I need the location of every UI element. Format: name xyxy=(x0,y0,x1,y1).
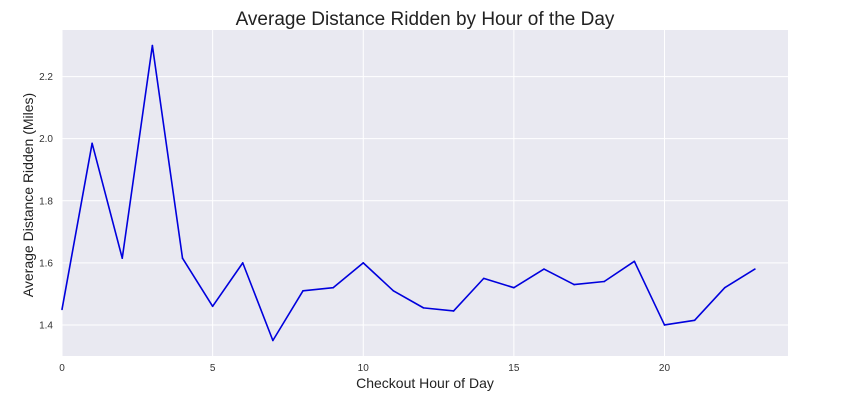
plot-area xyxy=(62,30,788,356)
series-layer xyxy=(61,44,756,342)
data-point xyxy=(151,44,154,47)
data-point xyxy=(91,142,93,145)
data-point xyxy=(452,310,455,312)
y-tick-label: 2.0 xyxy=(39,134,53,145)
data-point xyxy=(121,257,124,260)
y-tick-label: 2.2 xyxy=(39,72,53,83)
x-tick-label: 0 xyxy=(59,363,65,374)
data-point xyxy=(272,339,274,342)
data-point xyxy=(482,277,485,280)
data-point xyxy=(633,260,636,263)
chart-title: Average Distance Ridden by Hour of the D… xyxy=(236,9,615,30)
data-point xyxy=(241,262,244,264)
series-line xyxy=(61,44,756,342)
y-tick-label: 1.4 xyxy=(39,320,53,331)
x-tick-label: 10 xyxy=(358,363,370,374)
y-tick-label: 1.8 xyxy=(39,196,53,207)
data-point xyxy=(663,324,666,326)
x-axis-label: Checkout Hour of Day xyxy=(356,375,494,391)
data-point xyxy=(543,268,545,270)
y-axis-label: Average Distance Ridden (Miles) xyxy=(20,93,36,297)
data-point xyxy=(392,290,395,292)
y-tick-label: 1.6 xyxy=(39,258,53,269)
data-point xyxy=(332,286,334,289)
x-tick-label: 5 xyxy=(210,363,216,374)
data-point xyxy=(211,305,214,308)
data-point xyxy=(573,283,575,286)
data-point xyxy=(302,290,304,292)
data-point xyxy=(723,286,726,289)
data-point xyxy=(513,286,515,289)
data-point xyxy=(181,257,184,260)
x-tick-label: 20 xyxy=(659,363,671,374)
data-point xyxy=(362,262,365,264)
data-point xyxy=(603,280,606,283)
x-tick-label: 15 xyxy=(508,363,520,374)
grid xyxy=(61,30,788,356)
data-point xyxy=(754,268,756,270)
data-point xyxy=(422,307,425,309)
data-point xyxy=(61,308,63,311)
tick-labels: 0 5 10 15 20 1.4 1.6 1.8 2.0 2.2 xyxy=(39,72,670,374)
data-point xyxy=(693,319,696,322)
